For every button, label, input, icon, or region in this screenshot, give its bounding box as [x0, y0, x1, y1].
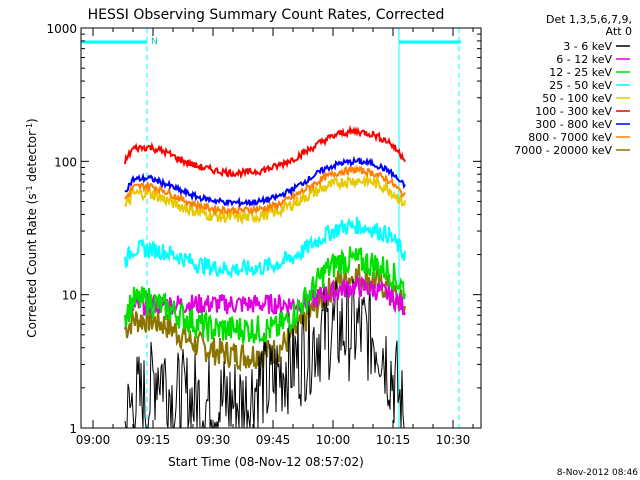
- series-line: [124, 216, 406, 279]
- y-axis-label-superscript: -1: [25, 185, 34, 193]
- y-axis-label-part: Corrected Count Rate (s: [25, 193, 39, 337]
- legend-header: Att 0: [606, 25, 632, 38]
- legend-label: 800 - 7000 keV: [528, 131, 612, 144]
- chart-title: HESSI Observing Summary Count Rates, Cor…: [88, 7, 445, 23]
- series-line: [124, 263, 406, 373]
- x-tick-label: 10:00: [316, 433, 351, 447]
- legend-label: 6 - 12 keV: [556, 53, 612, 66]
- y-axis-label-part: detector: [25, 131, 39, 186]
- legend-label: 300 - 800 keV: [535, 118, 612, 131]
- x-tick-label: 09:00: [76, 433, 111, 447]
- x-tick-label: 09:45: [256, 433, 291, 447]
- x-tick-label: 09:15: [136, 433, 171, 447]
- series-line: [124, 155, 406, 208]
- legend-label: 50 - 100 keV: [542, 92, 612, 105]
- x-tick-label: 10:15: [376, 433, 411, 447]
- x-tick-label: 09:30: [196, 433, 231, 447]
- y-tick-label: 1: [69, 422, 77, 436]
- series-line: [124, 124, 406, 180]
- series-line: [124, 246, 406, 344]
- legend-label: 100 - 300 keV: [535, 105, 612, 118]
- x-tick-label: 10:30: [436, 433, 471, 447]
- y-axis-label: Corrected Count Rate (s-1 detector-1): [25, 118, 40, 337]
- x-axis-label: Start Time (08-Nov-12 08:57:02): [168, 455, 364, 469]
- flag-n-label: N: [151, 37, 158, 47]
- series-line: [124, 175, 406, 226]
- series-line: [124, 278, 405, 429]
- plot-frame: [80, 27, 482, 429]
- y-axis-label-part: ): [25, 118, 39, 123]
- y-tick-label: 1000: [46, 22, 77, 36]
- legend-label: 3 - 6 keV: [563, 40, 612, 53]
- legend-header: Det 1,3,5,6,7,9,: [546, 13, 632, 26]
- timestamp-label: 8-Nov-2012 08:46: [557, 468, 639, 478]
- legend-label: 7000 - 20000 keV: [514, 144, 612, 157]
- y-tick-label: 10: [62, 289, 77, 303]
- y-axis-label-superscript: -1: [25, 123, 34, 131]
- series-line: [124, 164, 406, 216]
- legend-label: 12 - 25 keV: [549, 66, 612, 79]
- legend-label: 25 - 50 keV: [549, 79, 612, 92]
- y-tick-label: 100: [54, 155, 77, 169]
